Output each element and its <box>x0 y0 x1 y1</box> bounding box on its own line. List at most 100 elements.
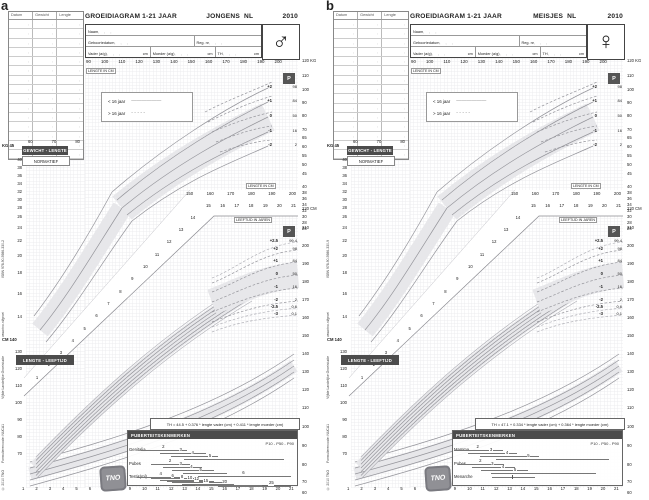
bottom-age-tick: 9 <box>128 486 132 491</box>
cm-unit: cm <box>207 52 213 56</box>
sd-label-weight: +1 <box>592 98 597 103</box>
right-cm-tick: 180 <box>302 279 309 284</box>
log-table-row[interactable]: ,,, <box>334 57 408 67</box>
log-table-row[interactable]: ,,, <box>9 38 83 48</box>
vader-lengte-field[interactable]: Vader (a/g) , , , cm <box>411 47 476 57</box>
log-table-row[interactable]: ,,, <box>9 85 83 95</box>
reg-nr-field[interactable]: Reg. nr , , , <box>520 36 587 46</box>
th-field[interactable]: TH , , , cm <box>541 47 587 57</box>
legend-row: < 16 jaar ―――――― <box>108 98 186 104</box>
axis-tick-label: 150 <box>512 59 520 64</box>
log-table-row[interactable]: ,,, <box>334 112 408 123</box>
log-table-row[interactable]: ,,, <box>9 29 83 39</box>
sd-label-height: +2 <box>598 246 603 251</box>
publisher-vertical-label: ISBN 978-90-5986-330-2 <box>1 240 5 278</box>
legend-line-sample: ―――――― <box>131 98 162 104</box>
vader-lengte-field[interactable]: Vader (a/g) , , , cm <box>86 47 151 57</box>
bottom-age-tick: 15 <box>208 486 214 491</box>
axis-tick-label: 200 <box>599 59 607 64</box>
right-kg-tick: 60 <box>302 144 307 149</box>
puberty-range-line <box>172 470 214 471</box>
log-table-row[interactable]: ,,, <box>334 122 408 132</box>
sd-label-height: +2.5 <box>594 238 603 243</box>
log-table-row[interactable]: ,,, <box>9 112 83 123</box>
bottom-age-tick: 10 <box>467 486 472 491</box>
right-cm-tick: 130 <box>627 369 634 374</box>
log-col-gewicht: Gewicht <box>358 12 383 19</box>
log-table-row[interactable]: ,,, <box>9 131 83 141</box>
percentile-value-weight: 2 <box>294 142 297 147</box>
bottom-age-tick: 14 <box>520 486 526 491</box>
naam-field[interactable]: Naam , , , <box>86 25 261 35</box>
right-cm-tick: 110 <box>627 405 634 410</box>
small-length-axis: 60 70 80 <box>353 139 405 144</box>
th-field[interactable]: TH , , , cm <box>216 47 262 57</box>
right-cm-tick: 80 <box>302 462 307 467</box>
percentile-value-height: 2 <box>619 297 622 302</box>
log-table-row[interactable]: ,,, <box>9 66 83 76</box>
sd-label-weight: -2 <box>268 142 272 147</box>
panel-letter: a <box>1 0 9 13</box>
bottom-age-tick: 13 <box>507 486 512 491</box>
puberty-stage-number: 3 <box>179 447 183 453</box>
log-table-row[interactable]: ,,, <box>334 94 408 104</box>
log-table-row[interactable]: ,,, <box>9 20 83 30</box>
puberty-stage-number: 5 <box>199 467 203 473</box>
moeder-lengte-field[interactable]: Moeder (a/g) , , , cm <box>151 47 216 57</box>
left-cm-tick: 120 <box>340 366 347 371</box>
dotted-fill: , , , <box>431 52 447 56</box>
moeder-label: Moeder (a/g) <box>477 52 500 56</box>
axis-tick-label: 140 <box>495 59 503 64</box>
log-table-row[interactable]: ,,, <box>334 38 408 48</box>
right-kg-tick: 34 <box>627 202 632 207</box>
axis-tick-label: 140 <box>170 59 178 64</box>
log-table-row[interactable]: ,,, <box>334 85 408 95</box>
log-table-row[interactable]: ,,, <box>334 29 408 39</box>
log-table-row[interactable]: ,,, <box>9 103 83 113</box>
log-table-row[interactable]: ,,, <box>334 103 408 113</box>
puberty-range-line <box>162 467 202 468</box>
right-cm-tick: 100 <box>302 424 309 429</box>
sd-label-height: 0 <box>275 271 278 276</box>
right-kg-tick: 120 KG <box>302 58 317 63</box>
right-cm-tick: 140 <box>302 351 309 356</box>
geboortedatum-label: Geboortedatum <box>88 41 115 45</box>
moeder-lengte-field[interactable]: Moeder (a/g) , , , cm <box>476 47 541 57</box>
bottom-age-tick: 21 <box>289 486 294 491</box>
diagonal-age-tick: 6 <box>420 313 423 319</box>
log-table-row[interactable]: ,,, <box>334 131 408 141</box>
left-kg-tick: 20 <box>17 253 22 258</box>
geboortedatum-field[interactable]: Geboortedatum , , , <box>411 36 520 46</box>
log-table-row[interactable]: ,,, <box>334 75 408 86</box>
percentile-value-weight: 2 <box>619 142 622 147</box>
geboortedatum-field[interactable]: Geboortedatum , , , <box>86 36 195 46</box>
puberteitskenmerken-bar: PUBERTEITSKENMERKEN <box>453 431 622 439</box>
log-table-row[interactable]: ,,, <box>9 94 83 104</box>
right-kg-tick: 70 <box>302 127 307 132</box>
growth-chart-panel: b Datum Gewicht Lengte ,,,,,,,,,,,,,,,,,… <box>325 0 649 500</box>
normatief-label: NORMATIEF <box>22 156 70 166</box>
log-table-row[interactable]: ,,, <box>9 75 83 86</box>
right-kg-tick: 80 <box>627 113 632 118</box>
sd-label-height: -2 <box>599 297 603 302</box>
leeftijd-in-jaren-label: LEEFTIJD IN JAREN <box>559 217 597 223</box>
bottom-age-tick: 18 <box>573 486 579 491</box>
bottom-age-tick: 14 <box>195 486 201 491</box>
log-table-row[interactable]: ,,, <box>334 66 408 76</box>
log-table-row[interactable]: ,,, <box>9 57 83 67</box>
log-table-row[interactable]: ,,, <box>9 122 83 132</box>
naam-field[interactable]: Naam , , , <box>411 25 586 35</box>
log-table-row[interactable]: ,,, <box>9 47 83 58</box>
kg-axis-origin-label: KG 45 <box>2 143 15 148</box>
reg-nr-field[interactable]: Reg. nr , , , <box>195 36 262 46</box>
log-table-row[interactable]: ,,, <box>334 20 408 30</box>
puberty-stage-number: 3 <box>489 447 493 453</box>
right-cm-tick: 190 <box>627 261 634 266</box>
log-col-gewicht: Gewicht <box>33 12 58 19</box>
right-kg-tick: 80 <box>302 113 307 118</box>
legend-label: < 16 jaar <box>433 98 451 104</box>
percentile-note: P10 - P50 - P90 <box>590 441 619 446</box>
right-cm-tick: 170 <box>302 297 309 302</box>
right-kg-tick: 28 <box>302 220 307 225</box>
log-table-row[interactable]: ,,, <box>334 47 408 58</box>
